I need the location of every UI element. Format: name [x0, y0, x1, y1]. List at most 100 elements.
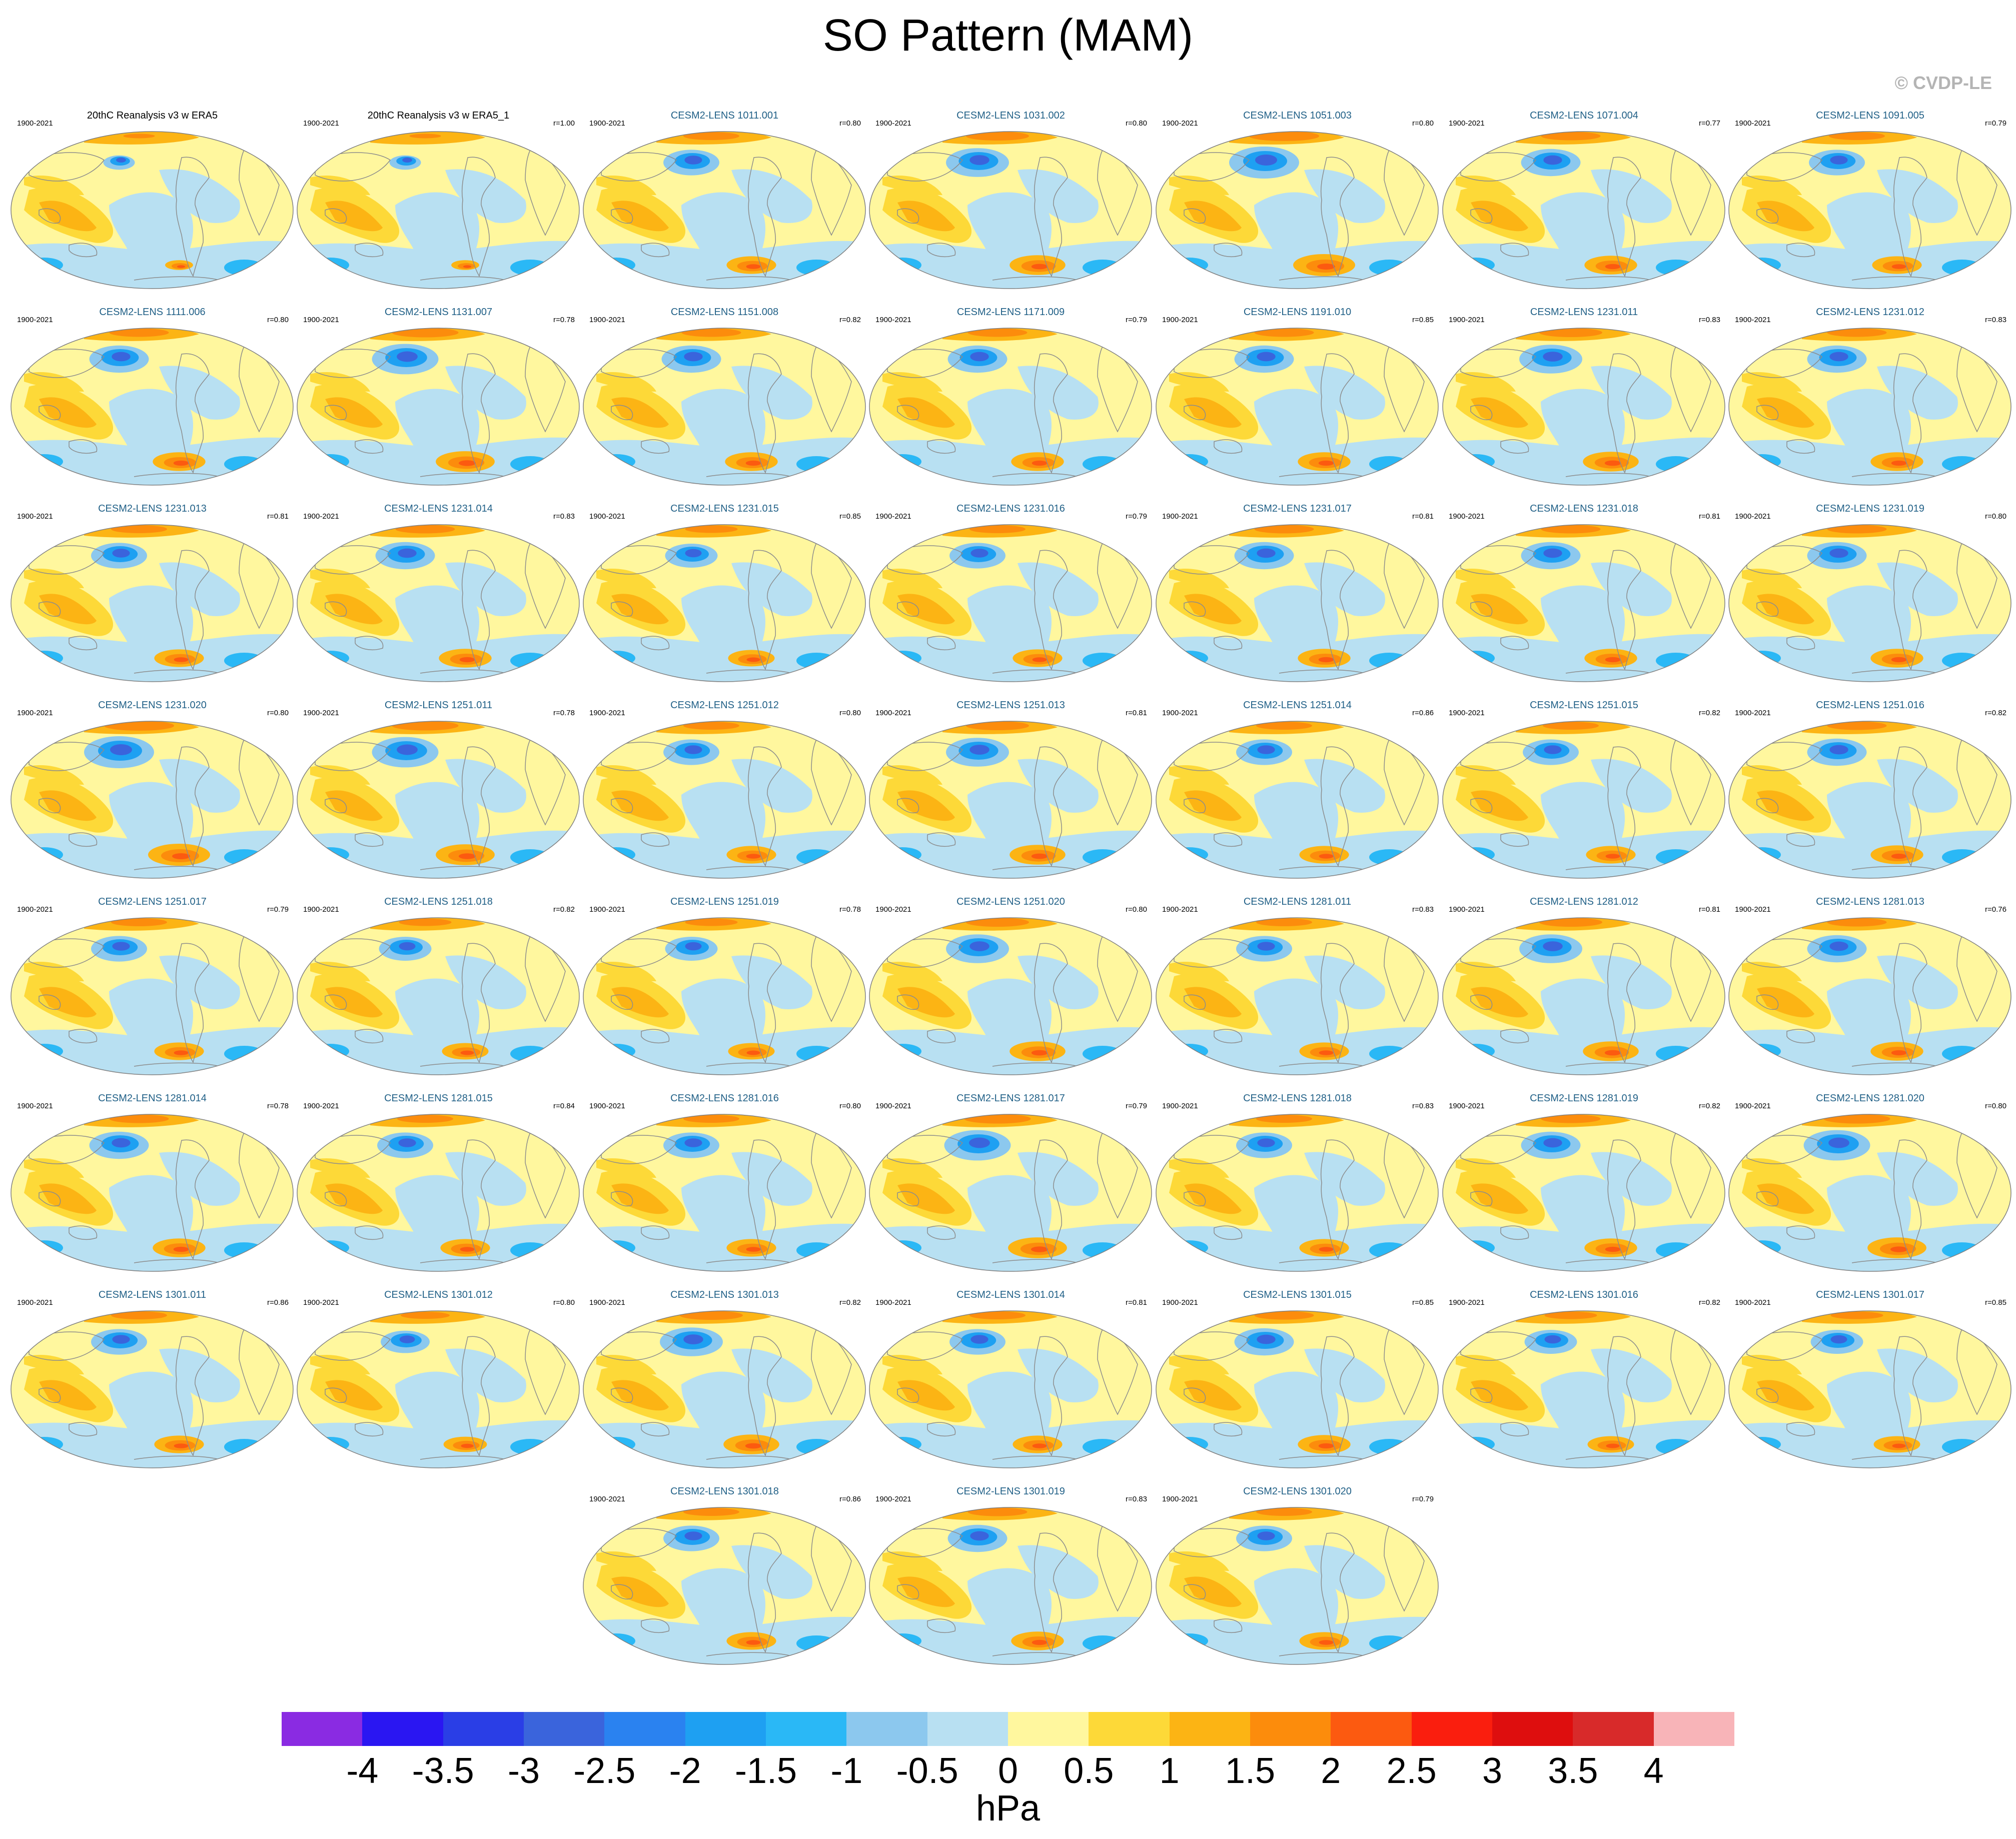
colorbar-units: hPa	[975, 1788, 1041, 1828]
coastline-1	[315, 1135, 391, 1164]
map-panel: CESM2-LENS 1281.020 1900-2021 r=0.80	[1727, 1087, 2013, 1282]
coastline-0	[1320, 157, 1355, 277]
panel-period: 1900-2021	[303, 709, 339, 717]
panel-pattern-correlation: r=0.77	[1699, 119, 1720, 128]
panel-pattern-correlation: r=0.80	[1985, 1102, 2006, 1110]
map-outline	[11, 1310, 294, 1468]
panel-period: 1900-2021	[875, 119, 911, 128]
coastline-3	[1214, 636, 1243, 650]
atlantic-negative-region	[1018, 1545, 1099, 1599]
panel-pattern-correlation: r=0.80	[267, 316, 289, 324]
arctic-positive-core	[1823, 1114, 1890, 1124]
watermark: © CVDP-LE	[1894, 73, 1992, 93]
south-pacific-high-core	[1605, 264, 1621, 270]
atlantic-negative-region	[1591, 169, 1672, 223]
maritime-positive-core	[39, 397, 97, 428]
south-pacific-high-core	[458, 460, 476, 466]
coastline-3	[1786, 832, 1815, 847]
atlantic-negative-region	[1591, 562, 1672, 616]
slp-map	[583, 1507, 866, 1665]
atlantic-negative-region	[1304, 955, 1385, 1009]
coastline-2	[39, 994, 61, 1010]
coastline-1	[601, 545, 677, 575]
north-pacific-low-core	[1829, 745, 1848, 755]
panel-title: CESM2-LENS 1301.015	[1243, 1289, 1352, 1300]
maritime-positive-core	[1184, 790, 1242, 821]
maritime-positive-core	[897, 790, 955, 821]
panel-title: CESM2-LENS 1251.020	[956, 896, 1065, 907]
coastline-2	[897, 601, 919, 617]
map-outline	[11, 131, 294, 289]
coastline-1	[601, 1528, 677, 1557]
coastline-3	[927, 243, 956, 257]
asia-positive-band	[596, 175, 656, 195]
coastline-4	[1851, 669, 1937, 674]
panel-title: CESM2-LENS 1131.007	[384, 307, 493, 318]
panel-period: 1900-2021	[1162, 1298, 1198, 1307]
south-pacific-high-core	[1319, 1050, 1334, 1055]
arctic-positive-core	[969, 1311, 1026, 1319]
asia-positive-band	[1742, 765, 1802, 785]
slp-map	[869, 524, 1152, 682]
coastline-5	[239, 543, 280, 629]
atlantic-negative-region	[1304, 1545, 1385, 1599]
south-indian-low	[1170, 1633, 1208, 1648]
colorbar-tick-label: 3.5	[1548, 1751, 1598, 1791]
south-pacific-high-core	[745, 1443, 762, 1449]
panel-title: CESM2-LENS 1231.019	[1816, 503, 1924, 514]
panel-title: CESM2-LENS 1281.018	[1243, 1093, 1352, 1104]
asia-positive-band	[596, 961, 656, 981]
south-indian-low	[1743, 1437, 1781, 1452]
slp-map	[1156, 917, 1439, 1075]
colorbar-swatch	[846, 1712, 928, 1746]
coastline-3	[1786, 1225, 1815, 1240]
coastline-3	[1214, 439, 1243, 454]
south-indian-low	[1743, 651, 1781, 666]
slp-map	[1442, 328, 1725, 486]
coastline-1	[29, 938, 105, 968]
maritime-positive-core	[1471, 1380, 1528, 1411]
coastline-4	[992, 1455, 1078, 1460]
panel-period: 1900-2021	[589, 1102, 625, 1110]
atlantic-negative-region	[1018, 1348, 1099, 1402]
coastline-4	[706, 1652, 792, 1656]
south-indian-low	[597, 454, 635, 469]
south-pacific-high-core	[1319, 854, 1334, 859]
coastline-5	[1670, 346, 1711, 433]
slp-map	[583, 1114, 866, 1272]
asia-positive-band	[1742, 1158, 1802, 1178]
panel-pattern-correlation: r=0.80	[553, 1298, 575, 1307]
map-outline	[1156, 1310, 1439, 1468]
south-indian-low	[1457, 1240, 1495, 1255]
north-pacific-low-core	[112, 352, 131, 362]
asia-positive-band	[1169, 372, 1229, 392]
coastline-0	[1320, 550, 1355, 670]
south-indian-low	[1170, 454, 1208, 469]
coastline-2	[39, 1191, 61, 1206]
coastline-0	[1893, 550, 1927, 670]
arctic-positive-core	[1249, 132, 1319, 141]
coastline-1	[1746, 742, 1823, 771]
slp-map	[583, 524, 866, 682]
coastline-5	[525, 936, 566, 1022]
panel-title: CESM2-LENS 1301.013	[670, 1289, 779, 1300]
asia-positive-band	[310, 175, 370, 195]
coastline-4	[420, 866, 506, 870]
slp-map	[583, 131, 866, 289]
slp-map	[297, 131, 580, 289]
colorbar-swatch	[1089, 1712, 1170, 1746]
panel-pattern-correlation: r=0.80	[267, 709, 289, 717]
south-indian-low	[25, 258, 63, 273]
coastline-1	[1174, 742, 1250, 771]
map-outline	[1728, 1310, 2011, 1468]
maritime-positive-core	[1757, 201, 1814, 232]
north-pacific-low-core	[1543, 155, 1562, 165]
panel-pattern-correlation: r=0.76	[1985, 905, 2006, 914]
coastline-5	[1097, 1132, 1138, 1219]
slp-map	[297, 1114, 580, 1272]
coastline-2	[611, 1191, 633, 1206]
colorbar-swatch	[927, 1712, 1009, 1746]
asia-positive-band	[596, 1158, 656, 1178]
asia-positive-band	[310, 1158, 370, 1178]
atlantic-negative-region	[1304, 759, 1385, 813]
